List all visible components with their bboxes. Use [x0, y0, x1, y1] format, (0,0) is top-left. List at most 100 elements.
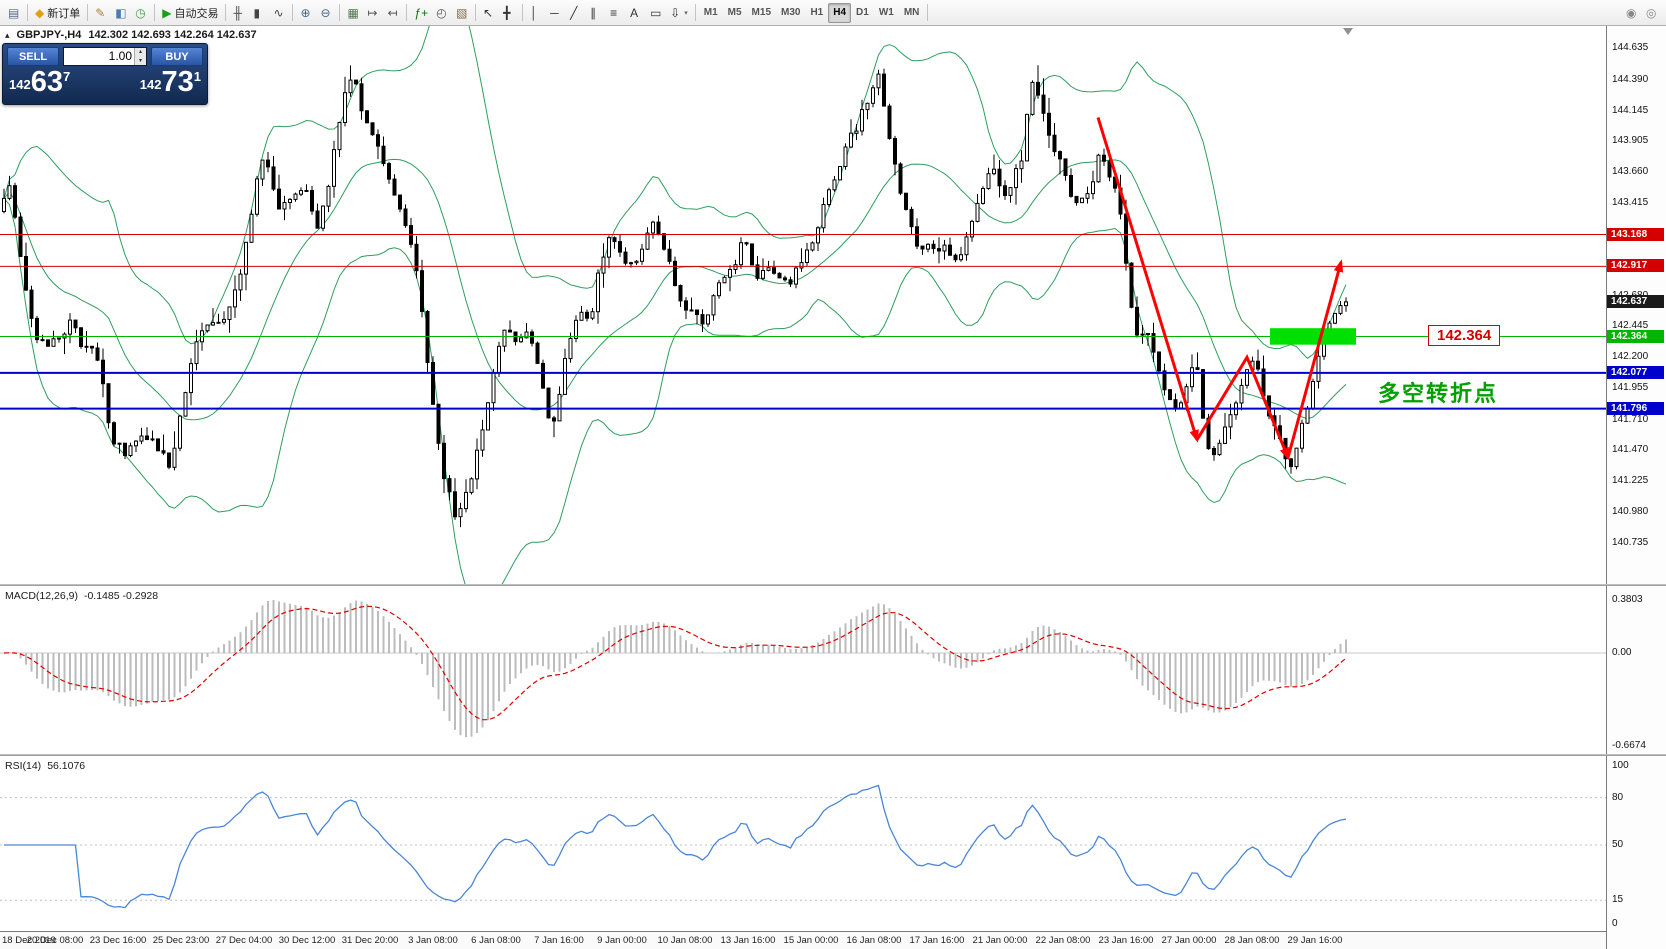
timeframe-m5-button[interactable]: M5 — [723, 3, 747, 23]
price-axis[interactable]: 144.635 144.390 144.145 143.905 143.660 143.4… — [1606, 26, 1666, 949]
timeframe-w1-button[interactable]: W1 — [874, 3, 899, 23]
lot-size-value[interactable]: 1.00 — [108, 49, 132, 63]
chart-shift-button[interactable]: ↤ — [383, 3, 403, 23]
sell-button[interactable]: SELL — [7, 47, 59, 66]
chart-window-icon: ▤ — [8, 5, 20, 20]
tile-windows-icon: ▦ — [347, 5, 359, 20]
toolbar-separator — [927, 4, 929, 21]
horizontal-line-button[interactable]: ─ — [546, 3, 566, 23]
lot-increase-icon[interactable]: ▴ — [135, 48, 146, 57]
time-axis-label: 23 Dec 16:00 — [89, 935, 147, 946]
lot-size-field[interactable]: 1.00 ▴ ▾ — [63, 47, 147, 66]
time-axis-label: 27 Dec 04:00 — [215, 935, 273, 946]
annotation-text[interactable]: 多空转折点 — [1378, 381, 1499, 407]
tile-windows-button[interactable]: ▦ — [343, 3, 363, 23]
text-button[interactable]: A — [626, 3, 646, 23]
equidistant-channel-icon: ∥ — [590, 5, 597, 20]
trendline-button[interactable]: ╱ — [566, 3, 586, 23]
time-axis-label: 3 Jan 08:00 — [408, 935, 458, 946]
toolbar-extra-button-2[interactable]: ◎ — [1642, 3, 1662, 23]
auto-scroll-button[interactable]: ↦ — [363, 3, 383, 23]
vertical-line-button[interactable]: │ — [526, 3, 546, 23]
time-axis-label: 15 Jan 00:00 — [783, 935, 839, 946]
market-watch-button[interactable]: ◧ — [111, 3, 131, 23]
sell-price-sup: 7 — [62, 69, 71, 84]
timeframe-m1-button[interactable]: M1 — [699, 3, 723, 23]
indicators-button[interactable]: ƒ+ — [410, 3, 432, 23]
sell-price[interactable]: 142 63 7 — [9, 66, 71, 99]
buy-price-small: 142 — [139, 77, 162, 92]
dropdown-caret-icon: ▾ — [684, 9, 688, 17]
rsi-chart — [0, 784, 1606, 909]
time-axis-label: 25 Dec 23:00 — [152, 935, 210, 946]
highlight-rectangle[interactable] — [1270, 328, 1356, 345]
zoom-in-button[interactable]: ⊕ — [296, 3, 316, 23]
time-axis-label: 18 Dec 2019 — [2, 935, 56, 946]
chart-shift-icon: ↤ — [387, 5, 398, 20]
timeframe-mn-button[interactable]: MN — [899, 3, 925, 23]
fibonacci-button[interactable]: ≡ — [606, 3, 626, 23]
channel-button[interactable]: ∥ — [586, 3, 606, 23]
time-axis-label: 13 Jan 16:00 — [720, 935, 776, 946]
rsi-axis-tick: 80 — [1612, 791, 1624, 803]
ohlc-values: 142.302 142.693 142.264 142.637 — [88, 29, 257, 41]
macd-pane[interactable]: MACD(12,26,9) -0.1485 -0.2928 — [0, 586, 1606, 756]
candlestick-chart-button[interactable]: ▮ — [249, 3, 269, 23]
text-label-icon: ▭ — [650, 5, 662, 20]
timeframe-h1-button[interactable]: H1 — [805, 3, 828, 23]
metaeditor-icon: ✎ — [95, 5, 106, 20]
circle-outline-icon: ◎ — [1646, 5, 1657, 20]
time-axis-label: 17 Jan 16:00 — [909, 935, 965, 946]
timeframe-m30-button[interactable]: M30 — [776, 3, 805, 23]
time-axis-label: 21 Jan 00:00 — [972, 935, 1028, 946]
text-label-button[interactable]: ▭ — [646, 3, 666, 23]
hline-price-badge: 142.917 — [1607, 259, 1664, 273]
pane-splitter[interactable] — [0, 754, 1666, 756]
chart-shift-marker[interactable] — [1343, 28, 1353, 35]
timeframe-d1-button-label: D1 — [856, 7, 869, 18]
templates-button[interactable]: ▧ — [452, 3, 472, 23]
terminal-button[interactable]: ◷ — [131, 3, 151, 23]
time-axis[interactable]: 18 Dec 2019 20 Dec 08:00 23 Dec 16:00 25 De… — [0, 931, 1606, 949]
metaeditor-button[interactable]: ✎ — [91, 3, 111, 23]
charts-dropdown-button[interactable]: ▤ — [4, 3, 24, 23]
new-order-button[interactable]: ◆ 新订单 — [31, 3, 84, 23]
bar-chart-button[interactable]: ╫ — [229, 3, 249, 23]
price-callout-label[interactable]: 142.364 — [1428, 324, 1501, 346]
oct-collapse-icon[interactable]: ▴ — [5, 29, 10, 40]
toolbar-separator — [292, 4, 294, 21]
autotrading-button[interactable]: ▶ 自动交易 — [158, 3, 222, 23]
timeframe-d1-button[interactable]: D1 — [851, 3, 874, 23]
rsi-pane[interactable]: RSI(14) 56.1076 — [0, 756, 1606, 931]
hline-price-badge: 143.168 — [1607, 227, 1664, 241]
lot-decrease-icon[interactable]: ▾ — [135, 56, 146, 65]
trend-arrows[interactable] — [1096, 117, 1344, 461]
cursor-button[interactable]: ↖ — [479, 3, 499, 23]
time-axis-label: 27 Jan 00:00 — [1161, 935, 1217, 946]
toolbar-extra-button-1[interactable]: ◉ — [1622, 3, 1642, 23]
bid-price-badge: 142.637 — [1607, 294, 1664, 308]
time-axis-label: 23 Jan 16:00 — [1098, 935, 1154, 946]
pane-splitter[interactable] — [0, 584, 1666, 586]
shapes-dropdown-button[interactable]: ⇩ ▾ — [666, 3, 692, 23]
main-chart-pane[interactable]: ▴ GBPJPY-,H4 142.302 142.693 142.264 142… — [0, 26, 1606, 586]
buy-price[interactable]: 142 73 1 — [139, 66, 201, 99]
crosshair-button[interactable]: ╋ — [499, 3, 519, 23]
time-axis-label: 10 Jan 08:00 — [657, 935, 713, 946]
macd-label: MACD(12,26,9) -0.1485 -0.2928 — [5, 590, 158, 602]
line-chart-button[interactable]: ∿ — [269, 3, 289, 23]
toolbar-separator — [27, 4, 28, 21]
horizontal-lines[interactable] — [0, 234, 1606, 410]
buy-button[interactable]: BUY — [151, 47, 203, 66]
zoom-out-button[interactable]: ⊖ — [316, 3, 336, 23]
autotrading-play-icon: ▶ — [162, 5, 172, 20]
time-axis-label: 6 Jan 08:00 — [471, 935, 521, 946]
timeframe-h4-button[interactable]: H4 — [828, 2, 852, 23]
sell-price-big: 63 — [30, 66, 63, 98]
hline-price-badge: 141.796 — [1607, 401, 1664, 415]
zoom-in-icon: ⊕ — [300, 5, 311, 20]
lot-spinner[interactable]: ▴ ▾ — [134, 48, 146, 65]
timeframe-m15-button[interactable]: M15 — [747, 3, 776, 23]
crosshair-icon: ╋ — [503, 5, 511, 20]
periods-dropdown-button[interactable]: ◴ — [432, 3, 452, 23]
